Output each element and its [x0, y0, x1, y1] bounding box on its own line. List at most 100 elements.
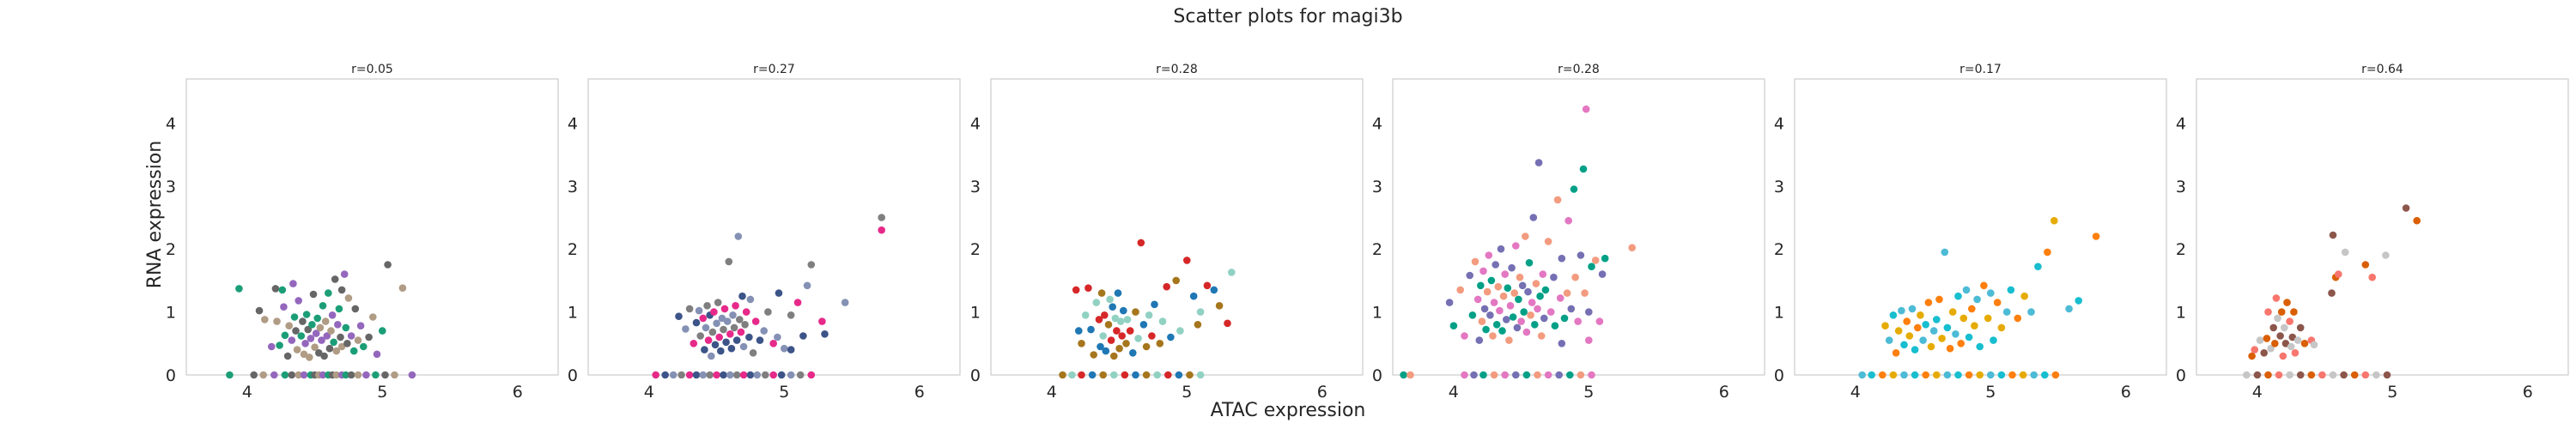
y-tick-label: 2	[166, 240, 176, 259]
scatter-point	[2307, 371, 2316, 379]
scatter-point	[2361, 261, 2370, 269]
scatter-point	[1898, 306, 1905, 315]
scatter-point	[677, 371, 685, 379]
scatter-point	[736, 316, 744, 323]
scatter-point	[2014, 314, 2022, 323]
scatter-point	[1905, 332, 1914, 340]
scatter-point	[1490, 371, 1498, 379]
scatter-point	[1115, 344, 1123, 353]
x-tick-label: 5	[377, 383, 387, 402]
scatter-point	[2275, 371, 2283, 379]
x-axis-label: ATAC expression	[1211, 400, 1366, 421]
scatter-point	[685, 371, 694, 379]
scatter-point	[226, 371, 234, 379]
scatter-point	[289, 280, 297, 287]
scatter-point	[1228, 269, 1236, 276]
scatter-point	[2382, 251, 2390, 259]
scatter-point	[1513, 323, 1522, 332]
scatter-point	[1099, 371, 1107, 379]
scatter-point	[2372, 371, 2380, 379]
scatter-point	[1504, 284, 1512, 293]
scatter-point	[343, 340, 351, 347]
scatter-point	[331, 275, 339, 283]
scatter-point	[1563, 289, 1571, 297]
scatter-point	[1522, 328, 1531, 336]
scatter-point	[342, 323, 350, 332]
x-tick-label: 5	[1182, 383, 1192, 402]
scatter-point	[2253, 371, 2262, 379]
scatter-point	[769, 340, 777, 347]
scatter-point	[1110, 352, 1118, 360]
scatter-point	[1591, 257, 1600, 264]
scatter-point	[2002, 308, 2011, 316]
scatter-point	[2383, 371, 2391, 379]
scatter-point	[718, 314, 726, 323]
scatter-point	[729, 311, 737, 319]
scatter-point	[1151, 300, 1158, 309]
scatter-point	[293, 346, 301, 353]
scatter-point	[1132, 371, 1139, 379]
scatter-point	[300, 350, 308, 359]
scatter-point	[1952, 330, 1959, 338]
scatter-point	[1917, 311, 1924, 319]
x-tick-label: 6	[513, 383, 523, 402]
scatter-point	[302, 311, 311, 318]
scatter-point	[738, 292, 746, 300]
scatter-point	[1498, 327, 1506, 335]
scatter-point	[1512, 242, 1520, 250]
scatter-point	[1922, 371, 1929, 379]
scatter-point	[1558, 254, 1566, 263]
scatter-point	[2402, 204, 2410, 212]
scatter-point	[313, 314, 322, 323]
scatter-point	[1534, 371, 1541, 379]
y-tick-label: 1	[568, 304, 578, 323]
scatter-point	[1522, 233, 1529, 240]
scatter-point	[330, 338, 337, 347]
scatter-point	[1868, 371, 1875, 379]
scatter-point	[307, 335, 315, 342]
scatter-point	[669, 371, 677, 379]
scatter-point	[2272, 294, 2281, 302]
scatter-point	[1176, 327, 1184, 335]
scatter-point	[1911, 371, 1919, 379]
scatter-panel: r=0.27 4 5 6 0 1 2 3 4	[568, 63, 961, 402]
scatter-point	[1461, 332, 1468, 340]
scatter-point	[696, 332, 704, 340]
scatter-point	[720, 305, 729, 313]
scatter-point	[1585, 336, 1593, 344]
scatter-point	[288, 371, 296, 379]
scatter-point	[878, 226, 885, 234]
y-tick-label: 4	[568, 114, 578, 133]
scatter-point	[1935, 295, 1943, 304]
scatter-point	[1406, 371, 1414, 379]
scatter-point	[1072, 286, 1080, 294]
scatter-point	[737, 328, 745, 336]
scatter-point	[1120, 306, 1127, 315]
x-tick-label: 5	[1583, 383, 1594, 402]
scatter-point	[703, 302, 711, 310]
panel-frame	[185, 78, 559, 376]
scatter-point	[1470, 371, 1478, 379]
scatter-point	[1501, 371, 1509, 379]
scatter-point	[1068, 371, 1076, 379]
scatter-point	[1122, 340, 1130, 347]
scatter-point	[304, 325, 313, 334]
scatter-point	[723, 317, 732, 325]
scatter-point	[281, 331, 289, 340]
y-tick-label: 2	[568, 240, 578, 259]
scatter-point	[1550, 273, 1558, 281]
scatter-point	[1948, 308, 1957, 316]
scatter-point	[1496, 306, 1504, 315]
scatter-point	[1997, 371, 2006, 379]
scatter-point	[285, 322, 294, 330]
scatter-point	[762, 371, 769, 379]
scatter-point	[746, 371, 755, 379]
scatter-point	[685, 305, 694, 313]
scatter-point	[1139, 321, 1148, 329]
scatter-point	[261, 316, 269, 323]
x-tick-label: 6	[914, 383, 925, 402]
scatter-point	[1588, 371, 1595, 379]
scatter-point	[760, 327, 768, 335]
scatter-point	[1567, 305, 1576, 313]
scatter-point	[1973, 295, 1981, 304]
